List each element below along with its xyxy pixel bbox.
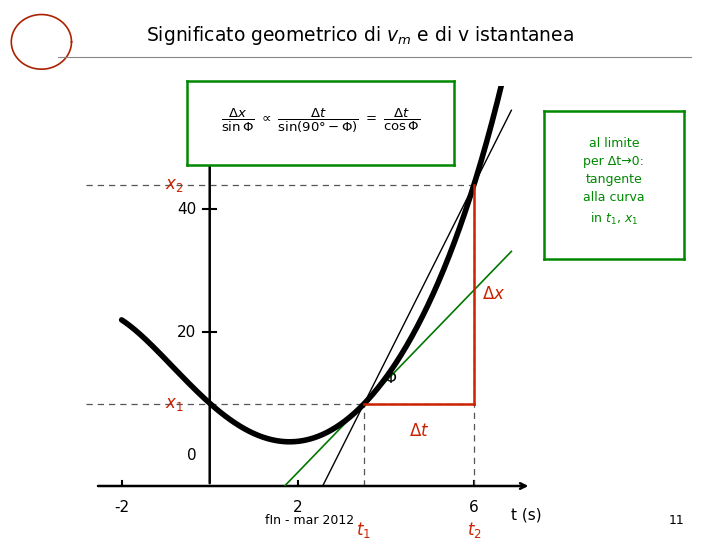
Text: 20: 20	[177, 325, 197, 340]
Text: 0: 0	[187, 448, 197, 463]
Text: $\Phi$: $\Phi$	[384, 369, 397, 386]
Text: t (s): t (s)	[511, 508, 542, 523]
Text: -2: -2	[114, 500, 129, 515]
Text: al limite
per Δt→0:
tangente
alla curva
in $t_1$, $x_1$: al limite per Δt→0: tangente alla curva …	[583, 137, 644, 227]
Text: $\Delta t$: $\Delta t$	[409, 422, 429, 441]
Text: Significato geometrico di $v_m$ e di v istantanea: Significato geometrico di $v_m$ e di v i…	[146, 24, 574, 48]
Text: x (m): x (m)	[192, 99, 233, 114]
Text: fIn - mar 2012: fIn - mar 2012	[265, 514, 354, 526]
Text: $\Delta x$: $\Delta x$	[482, 286, 505, 303]
Text: $x_1$: $x_1$	[165, 395, 184, 413]
Text: $x_2$: $x_2$	[165, 176, 184, 194]
Text: 2: 2	[293, 500, 302, 515]
Text: 40: 40	[177, 202, 197, 217]
Text: $t_2$: $t_2$	[467, 520, 482, 540]
Text: 11: 11	[669, 514, 685, 526]
Text: $\dfrac{\Delta x}{\sin\Phi}\ \propto\ \dfrac{\Delta t}{\sin(90°-\Phi)}\ =\ \dfra: $\dfrac{\Delta x}{\sin\Phi}\ \propto\ \d…	[221, 107, 420, 135]
Text: $t_1$: $t_1$	[356, 520, 372, 540]
Text: 6: 6	[469, 500, 479, 515]
